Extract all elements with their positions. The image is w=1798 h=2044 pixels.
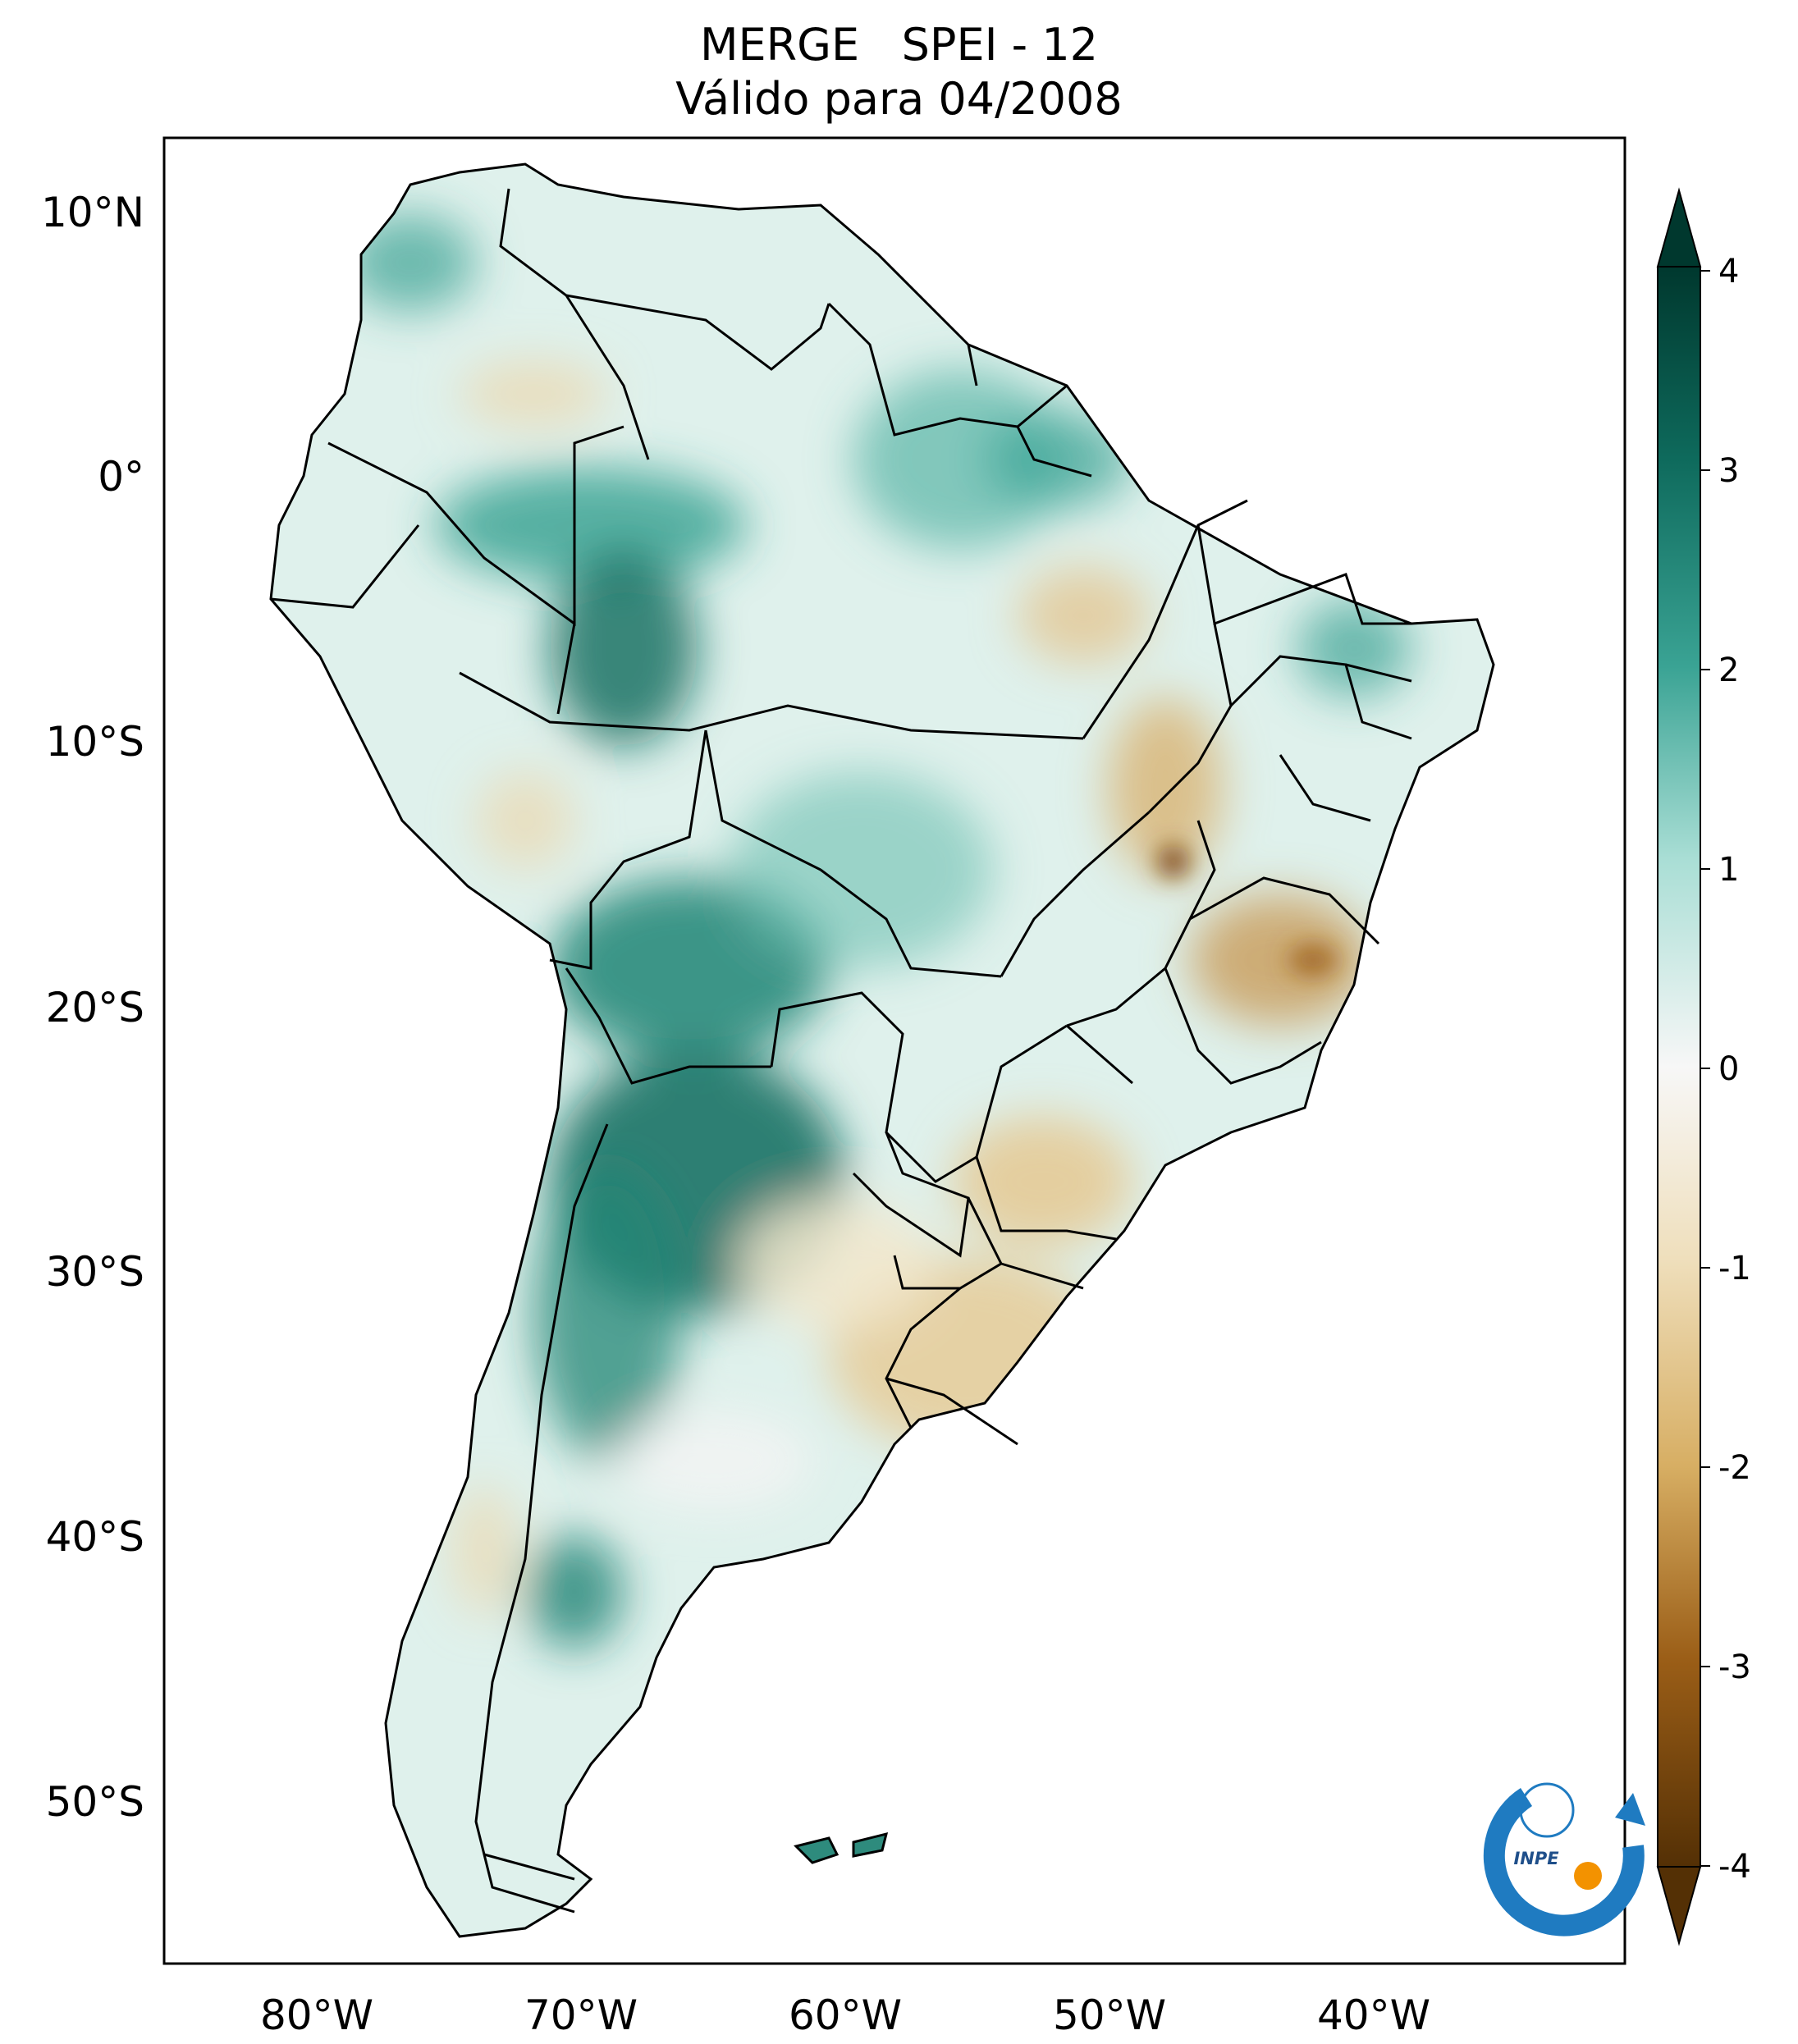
colorbar-tick-label: 2	[1718, 652, 1739, 689]
country-borders	[270, 188, 1412, 1914]
y-tick-label: 20°S	[46, 984, 144, 1031]
colorbar-tick-label: 3	[1718, 452, 1739, 490]
y-tick-label: 10°S	[46, 718, 144, 766]
colorbar: 4 3 2 1 0 -1 -2 -3 -4	[1656, 187, 1751, 1946]
x-axis: 80°W 70°W 60°W 50°W 40°W	[260, 1991, 1430, 2039]
inpe-logo: INPE	[1483, 1782, 1645, 1937]
colorbar-extend-min	[1656, 1866, 1702, 1946]
logo-text: INPE	[1513, 1849, 1559, 1868]
colorbar-gradient	[1657, 266, 1701, 1868]
x-tick-label: 50°W	[1053, 1991, 1166, 2039]
colorbar-tick-label: 1	[1718, 851, 1739, 889]
logo-arc-icon	[1483, 1788, 1645, 1937]
colorbar-tick-label: -2	[1718, 1449, 1751, 1487]
colorbar-tick-label: -3	[1718, 1648, 1751, 1686]
y-tick-label: 10°N	[41, 189, 144, 236]
logo-arrow-icon	[1615, 1793, 1645, 1826]
logo-dot-icon	[1574, 1862, 1602, 1890]
title-line-2: Válido para 04/2008	[675, 73, 1123, 125]
x-tick-label: 70°W	[524, 1991, 638, 2039]
x-tick-label: 80°W	[260, 1991, 373, 2039]
y-tick-label: 50°S	[46, 1778, 144, 1826]
colorbar-tick-label: 0	[1718, 1050, 1739, 1088]
colorbar-tick-label: -4	[1718, 1848, 1751, 1886]
title-line-1: MERGE SPEI - 12	[699, 19, 1099, 71]
x-tick-label: 60°W	[789, 1991, 902, 2039]
colorbar-tick-label: 4	[1718, 253, 1739, 290]
falkland-islands	[794, 1831, 889, 1864]
y-axis: 10°N 0° 10°S 20°S 30°S 40°S 50°S	[41, 189, 144, 1826]
colorbar-tick-label: -1	[1718, 1250, 1751, 1287]
map-title: MERGE SPEI - 12 Válido para 04/2008	[0, 18, 1798, 126]
y-tick-label: 40°S	[46, 1513, 144, 1561]
colorbar-extend-max	[1656, 187, 1702, 268]
x-tick-label: 40°W	[1317, 1991, 1430, 2039]
y-tick-label: 30°S	[46, 1248, 144, 1296]
y-tick-label: 0°	[98, 453, 144, 501]
